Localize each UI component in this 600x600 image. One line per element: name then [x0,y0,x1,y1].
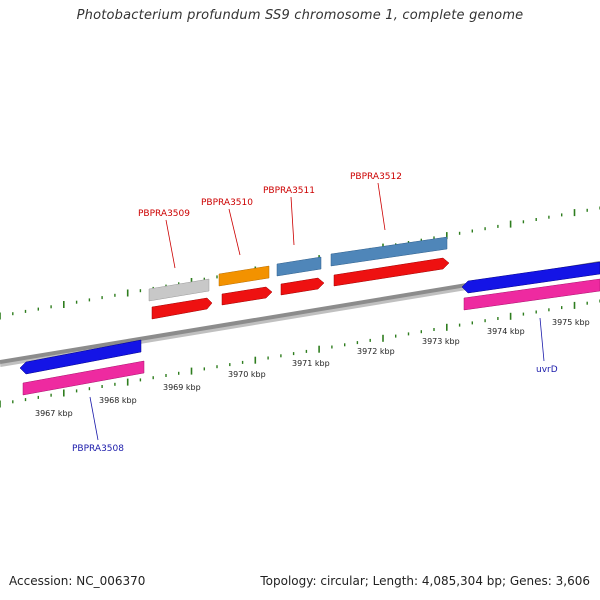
gene-label-PBPRA3508[interactable]: PBPRA3508 [72,444,124,454]
tick-label-3974: 3974 kbp [487,327,525,336]
leader-line-3511 [290,196,295,246]
lower-leader-lines [89,317,545,441]
upper-features [148,236,448,302]
leader-line-3508 [89,396,99,441]
leader-line-3512 [377,182,386,231]
gene-bar-orange[interactable] [218,265,270,287]
gene-arrow-red-2[interactable] [221,286,273,306]
gene-arrow-red-4[interactable] [333,257,450,287]
gene-label-PBPRA3511[interactable]: PBPRA3511 [263,186,315,196]
upper-tick-row [0,206,600,320]
gene-label-PBPRA3510[interactable]: PBPRA3510 [201,198,253,208]
gene-arrow-blue-left[interactable] [19,339,142,375]
gene-bar-steelblue-2[interactable] [330,236,448,267]
gene-bar-gray[interactable] [148,278,210,302]
tick-label-3967: 3967 kbp [35,409,73,418]
tick-label-3973: 3973 kbp [422,337,460,346]
accession-text: Accession: NC_006370 [9,574,146,588]
gene-label-PBPRA3509[interactable]: PBPRA3509 [138,209,190,219]
gene-arrow-red-3[interactable] [280,277,325,296]
gene-labels: PBPRA3509 PBPRA3510 PBPRA3511 PBPRA3512 … [72,172,558,454]
genome-title: Photobacterium profundum SS9 chromosome … [76,8,524,23]
genome-summary-text: Topology: circular; Length: 4,085,304 bp… [260,574,590,588]
gene-bar-steelblue-1[interactable] [276,256,322,277]
tick-label-3969: 3969 kbp [163,383,201,392]
gene-label-uvrD[interactable]: uvrD [536,365,558,375]
tick-label-3975: 3975 kbp [552,318,590,327]
lower-tick-row [0,299,600,408]
gene-bar-pink-left[interactable] [22,360,145,396]
tick-label-3971: 3971 kbp [292,359,330,368]
lower-features [19,261,600,396]
upper-leader-lines [165,182,386,269]
leader-line-3510 [228,208,241,256]
red-arrow-row [151,257,450,320]
leader-line-uvrD [539,317,545,362]
gene-arrow-blue-uvrD[interactable] [461,261,600,294]
gene-label-PBPRA3512[interactable]: PBPRA3512 [350,172,402,182]
gene-bar-pink-uvrD[interactable] [463,278,600,311]
leader-line-3509 [165,219,176,269]
tick-label-3970: 3970 kbp [228,370,266,379]
tick-label-3968: 3968 kbp [99,396,137,405]
tick-labels: 3967 kbp 3968 kbp 3969 kbp 3970 kbp 3971… [35,318,590,418]
tick-label-3972: 3972 kbp [357,347,395,356]
gene-arrow-red-1[interactable] [151,297,213,320]
